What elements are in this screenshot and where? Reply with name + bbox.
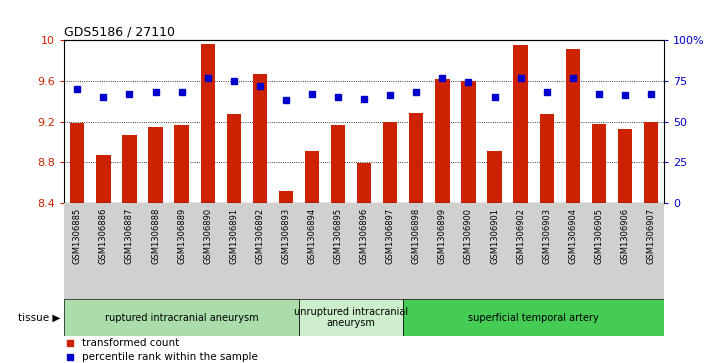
Text: ruptured intracranial aneurysm: ruptured intracranial aneurysm bbox=[105, 313, 258, 323]
Bar bbox=[96, 155, 111, 203]
Bar bbox=[357, 163, 371, 203]
Text: GSM1306906: GSM1306906 bbox=[620, 208, 630, 264]
Text: GSM1306905: GSM1306905 bbox=[594, 208, 603, 264]
Bar bbox=[383, 122, 398, 203]
Bar bbox=[149, 127, 163, 203]
Text: GSM1306899: GSM1306899 bbox=[438, 208, 447, 264]
Text: GSM1306895: GSM1306895 bbox=[333, 208, 343, 264]
Bar bbox=[592, 124, 606, 203]
Bar bbox=[122, 135, 136, 203]
Text: GSM1306890: GSM1306890 bbox=[203, 208, 212, 264]
Bar bbox=[331, 125, 346, 203]
Text: GSM1306902: GSM1306902 bbox=[516, 208, 525, 264]
Bar bbox=[305, 151, 319, 203]
Bar bbox=[64, 299, 299, 336]
Bar bbox=[513, 45, 528, 203]
Bar bbox=[201, 44, 215, 203]
Text: GSM1306897: GSM1306897 bbox=[386, 208, 395, 264]
Text: GSM1306892: GSM1306892 bbox=[256, 208, 264, 264]
Text: GSM1306891: GSM1306891 bbox=[229, 208, 238, 264]
Text: GSM1306889: GSM1306889 bbox=[177, 208, 186, 264]
Bar bbox=[253, 74, 267, 203]
Bar bbox=[70, 123, 84, 203]
Text: GSM1306888: GSM1306888 bbox=[151, 208, 160, 265]
Text: GSM1306903: GSM1306903 bbox=[542, 208, 551, 264]
Bar bbox=[540, 114, 554, 203]
Text: GSM1306901: GSM1306901 bbox=[490, 208, 499, 264]
Bar bbox=[409, 113, 423, 203]
Bar bbox=[278, 191, 293, 203]
Text: percentile rank within the sample: percentile rank within the sample bbox=[82, 352, 258, 362]
Text: GSM1306904: GSM1306904 bbox=[568, 208, 577, 264]
Text: superficial temporal artery: superficial temporal artery bbox=[468, 313, 599, 323]
Bar bbox=[403, 299, 664, 336]
Text: GSM1306893: GSM1306893 bbox=[281, 208, 291, 264]
Bar bbox=[565, 49, 580, 203]
Bar bbox=[618, 129, 632, 203]
Bar bbox=[488, 151, 502, 203]
Bar bbox=[461, 81, 476, 203]
Bar bbox=[226, 114, 241, 203]
Bar bbox=[299, 299, 403, 336]
Text: GSM1306907: GSM1306907 bbox=[646, 208, 655, 264]
Text: GSM1306887: GSM1306887 bbox=[125, 208, 134, 265]
Text: GSM1306886: GSM1306886 bbox=[99, 208, 108, 265]
Bar bbox=[644, 122, 658, 203]
Bar bbox=[436, 79, 450, 203]
Text: unruptured intracranial
aneurysm: unruptured intracranial aneurysm bbox=[294, 307, 408, 329]
Text: GSM1306896: GSM1306896 bbox=[360, 208, 368, 264]
Text: GSM1306894: GSM1306894 bbox=[308, 208, 316, 264]
Text: GSM1306898: GSM1306898 bbox=[412, 208, 421, 264]
Text: GSM1306900: GSM1306900 bbox=[464, 208, 473, 264]
Text: tissue ▶: tissue ▶ bbox=[19, 313, 61, 323]
Text: transformed count: transformed count bbox=[82, 338, 179, 348]
Text: GDS5186 / 27110: GDS5186 / 27110 bbox=[64, 25, 175, 38]
Text: GSM1306885: GSM1306885 bbox=[73, 208, 82, 264]
Bar bbox=[174, 125, 188, 203]
